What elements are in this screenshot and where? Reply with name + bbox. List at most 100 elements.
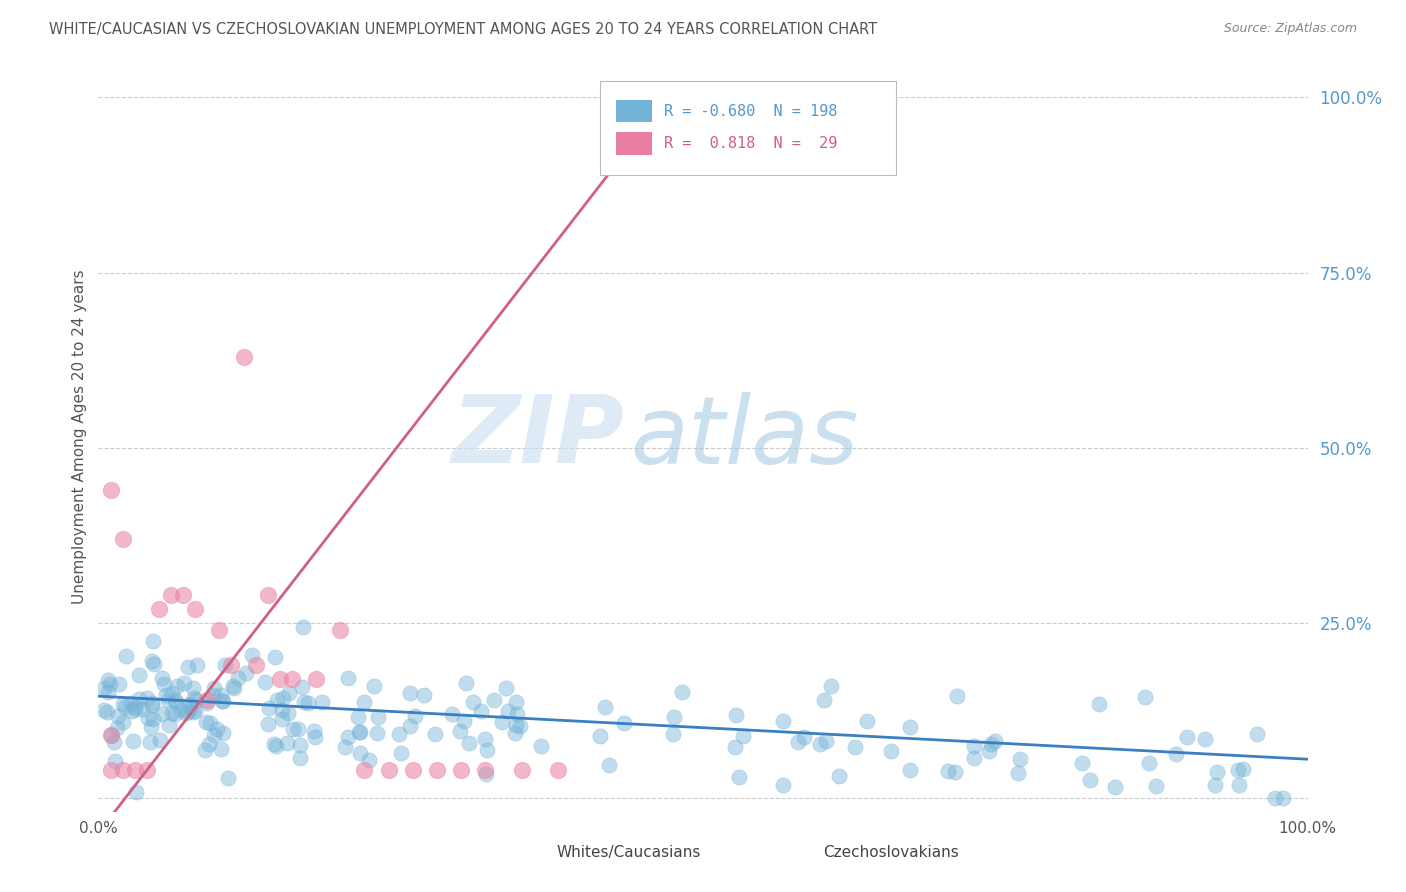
Point: [136, 710, 159, 724]
Point: [202, 681, 225, 695]
Point: [288, 738, 311, 752]
Point: [828, 769, 851, 783]
Point: [547, 763, 569, 777]
Point: [505, 695, 527, 709]
Point: [1246, 727, 1268, 741]
Point: [388, 727, 411, 741]
Point: [100, 728, 122, 742]
FancyBboxPatch shape: [782, 845, 808, 861]
Point: [593, 700, 616, 714]
Point: [1206, 765, 1229, 780]
Point: [143, 657, 166, 671]
Point: [114, 699, 136, 714]
Point: [844, 739, 866, 754]
Text: atlas: atlas: [630, 392, 859, 483]
Point: [305, 672, 328, 686]
Point: [179, 701, 201, 715]
Point: [266, 693, 288, 707]
Point: [181, 681, 204, 696]
Point: [336, 731, 359, 745]
Point: [329, 623, 352, 637]
Point: [264, 739, 287, 753]
Point: [232, 350, 254, 364]
Point: [1175, 731, 1198, 745]
Point: [474, 731, 496, 746]
Point: [120, 697, 142, 711]
Point: [207, 722, 229, 736]
Point: [413, 688, 436, 702]
Point: [495, 681, 517, 695]
Point: [160, 685, 183, 699]
Point: [198, 715, 221, 730]
Point: [984, 734, 1007, 748]
Point: [160, 588, 183, 602]
Point: [304, 723, 326, 738]
Point: [208, 623, 231, 637]
Point: [945, 689, 967, 703]
Point: [217, 771, 239, 785]
Point: [121, 704, 143, 718]
Point: [1104, 780, 1126, 794]
Point: [311, 695, 333, 709]
Point: [97, 673, 120, 688]
Point: [96, 706, 118, 720]
Point: [111, 532, 134, 546]
Point: [398, 719, 420, 733]
Point: [270, 712, 292, 726]
Point: [111, 763, 134, 777]
Point: [813, 693, 835, 707]
Point: [814, 734, 837, 748]
Point: [292, 695, 315, 709]
Point: [399, 685, 422, 699]
Point: [474, 763, 496, 777]
Text: Source: ZipAtlas.com: Source: ZipAtlas.com: [1223, 22, 1357, 36]
Point: [141, 654, 163, 668]
Point: [292, 620, 315, 634]
Point: [1227, 778, 1250, 792]
Point: [173, 676, 195, 690]
Point: [148, 601, 170, 615]
Point: [530, 739, 553, 753]
Point: [898, 763, 921, 777]
Point: [461, 695, 484, 709]
Point: [174, 706, 197, 721]
Point: [1071, 756, 1094, 770]
Point: [198, 737, 221, 751]
Point: [454, 676, 477, 690]
Point: [184, 693, 207, 707]
Point: [506, 706, 529, 721]
Point: [100, 729, 122, 743]
Point: [281, 722, 304, 736]
Point: [277, 686, 299, 700]
Point: [725, 708, 748, 723]
Point: [662, 727, 685, 741]
Point: [139, 735, 162, 749]
Point: [122, 734, 145, 748]
Point: [226, 671, 249, 685]
Text: WHITE/CAUCASIAN VS CZECHOSLOVAKIAN UNEMPLOYMENT AMONG AGES 20 TO 24 YEARS CORREL: WHITE/CAUCASIAN VS CZECHOSLOVAKIAN UNEMP…: [49, 22, 877, 37]
Point: [105, 721, 128, 735]
Point: [509, 719, 531, 733]
Point: [377, 763, 399, 777]
Point: [240, 648, 263, 662]
Point: [1137, 756, 1160, 771]
Text: Czechoslovakians: Czechoslovakians: [823, 846, 959, 861]
Point: [214, 658, 236, 673]
Point: [772, 714, 794, 728]
Point: [276, 736, 298, 750]
Point: [281, 672, 304, 686]
Point: [212, 693, 235, 707]
FancyBboxPatch shape: [616, 100, 652, 122]
Point: [457, 736, 479, 750]
Point: [124, 702, 146, 716]
Text: R =  0.818  N =  29: R = 0.818 N = 29: [664, 136, 838, 151]
Point: [186, 658, 208, 673]
Point: [256, 588, 278, 602]
Point: [820, 679, 842, 693]
Point: [1078, 773, 1101, 788]
Point: [353, 763, 375, 777]
Point: [142, 712, 165, 726]
Point: [1164, 747, 1187, 761]
Point: [1007, 765, 1029, 780]
Point: [195, 715, 218, 730]
